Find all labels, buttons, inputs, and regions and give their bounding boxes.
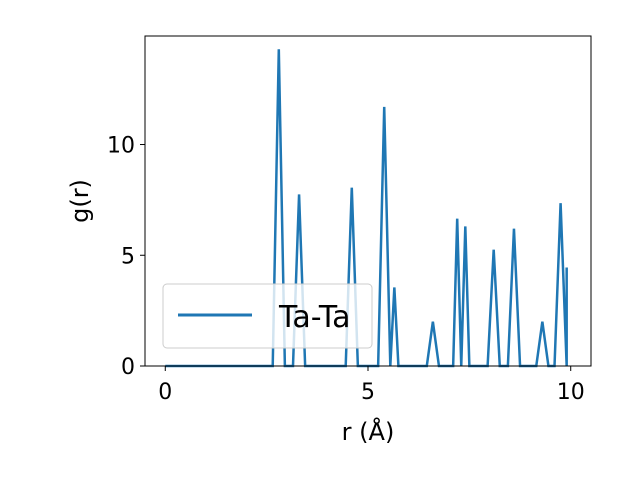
legend-label-ta-ta: Ta-Ta xyxy=(278,300,351,335)
y-axis-label: g(r) xyxy=(66,179,94,223)
y-tick-label: 10 xyxy=(107,134,135,159)
legend: Ta-Ta xyxy=(162,283,373,349)
x-tick-label: 0 xyxy=(158,380,172,405)
x-axis-ticks: 0 5 10 xyxy=(158,366,585,405)
legend-box xyxy=(162,283,373,349)
y-tick-label: 5 xyxy=(121,244,135,269)
x-axis-label: r (Å) xyxy=(342,417,395,446)
y-axis-ticks: 0 5 10 xyxy=(107,134,145,380)
y-tick-label: 0 xyxy=(121,355,135,380)
x-tick-label: 5 xyxy=(361,380,375,405)
x-tick-label: 10 xyxy=(557,380,585,405)
